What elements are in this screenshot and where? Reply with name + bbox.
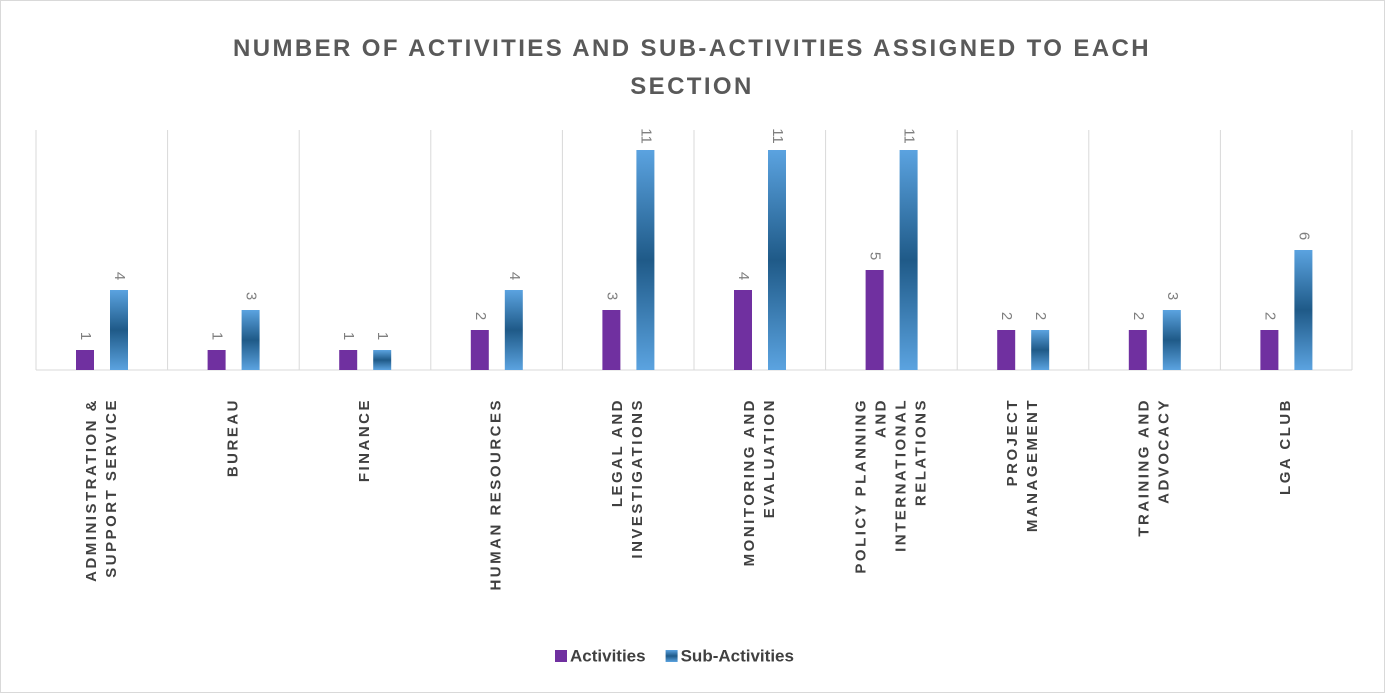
- label-line: BUREAU: [224, 398, 241, 477]
- x-tick-label: FINANCE: [356, 398, 373, 482]
- value-label: 11: [901, 128, 918, 144]
- value-label: 2: [1261, 312, 1278, 320]
- bar: [1294, 250, 1313, 370]
- label-line: MONITORING AND: [741, 398, 758, 566]
- value-label: 3: [1164, 292, 1181, 300]
- value-label: 1: [374, 332, 391, 340]
- bar: [1128, 330, 1147, 370]
- value-label: 3: [243, 292, 260, 300]
- value-label: 2: [472, 312, 489, 320]
- bar: [470, 330, 489, 370]
- x-tick-label: POLICY PLANNING AND INTERNATIONAL RELATIONS: [852, 398, 929, 574]
- label-line: MANAGEMENT: [1024, 398, 1041, 532]
- value-label: 6: [1295, 232, 1312, 240]
- label-line: LEGAL AND: [609, 398, 626, 507]
- value-label: 3: [603, 292, 620, 300]
- value-label: 5: [867, 252, 884, 260]
- bar: [207, 350, 226, 370]
- bar: [1031, 330, 1050, 370]
- x-tick-label: LEGAL AND INVESTIGATIONS: [609, 398, 646, 559]
- value-label: 1: [340, 332, 357, 340]
- value-label: 4: [111, 272, 128, 280]
- chart-title: NUMBER OF ACTIVITIES AND SUB-ACTIVITIES …: [233, 35, 1151, 100]
- legend-swatch: [555, 650, 567, 662]
- label-line: INVESTIGATIONS: [629, 398, 646, 559]
- title-line: NUMBER OF ACTIVITIES AND SUB-ACTIVITIES …: [233, 35, 1151, 62]
- x-tick-label: LGA CLUB: [1277, 398, 1294, 495]
- value-label: 1: [209, 332, 226, 340]
- legend-label: Activities: [570, 646, 646, 665]
- bar: [899, 150, 918, 370]
- bar: [1260, 330, 1279, 370]
- value-label: 2: [1032, 312, 1049, 320]
- label-line: SUPPORT SERVICE: [103, 398, 120, 578]
- label-line: POLICY PLANNING: [852, 398, 869, 574]
- bar: [768, 150, 786, 370]
- bar: [734, 290, 752, 370]
- label-line: EVALUATION: [761, 398, 778, 518]
- label-line: FINANCE: [356, 398, 373, 482]
- bar: [76, 350, 94, 370]
- value-label: 11: [637, 128, 654, 144]
- label-line: INTERNATIONAL: [892, 398, 909, 552]
- value-label: 4: [506, 272, 523, 280]
- bar: [339, 350, 358, 370]
- value-label: 2: [1130, 312, 1147, 320]
- x-tick-label: PROJECT MANAGEMENT: [1004, 398, 1041, 532]
- x-tick-label: ADMINISTRATION & SUPPORT SERVICE: [83, 398, 120, 582]
- legend-label: Sub-Activities: [681, 646, 794, 665]
- label-line: ADMINISTRATION &: [83, 398, 100, 582]
- value-label: 4: [735, 272, 752, 280]
- bar: [504, 290, 523, 370]
- bar: [602, 310, 621, 370]
- bar: [997, 330, 1016, 370]
- value-label: 11: [769, 128, 786, 144]
- bar: [241, 310, 260, 370]
- label-line: RELATIONS: [912, 398, 929, 506]
- value-label: 1: [77, 332, 94, 340]
- x-tick-label: BUREAU: [224, 398, 241, 477]
- bar: [636, 150, 655, 370]
- label-line: HUMAN RESOURCES: [488, 398, 505, 591]
- bar: [110, 290, 128, 370]
- bar: [1162, 310, 1181, 370]
- bar: [373, 350, 392, 370]
- x-tick-label: TRAINING AND ADVOCACY: [1136, 398, 1173, 537]
- label-line: AND: [872, 398, 889, 438]
- x-tick-label: MONITORING AND EVALUATION: [741, 398, 778, 566]
- label-line: TRAINING AND: [1136, 398, 1153, 537]
- bar: [865, 270, 884, 370]
- title-line: SECTION: [630, 73, 753, 100]
- label-line: LGA CLUB: [1277, 398, 1294, 495]
- x-tick-label: HUMAN RESOURCES: [488, 398, 505, 591]
- legend-swatch: [665, 650, 678, 662]
- label-line: PROJECT: [1004, 398, 1021, 486]
- label-line: ADVOCACY: [1156, 398, 1173, 504]
- value-label: 2: [998, 312, 1015, 320]
